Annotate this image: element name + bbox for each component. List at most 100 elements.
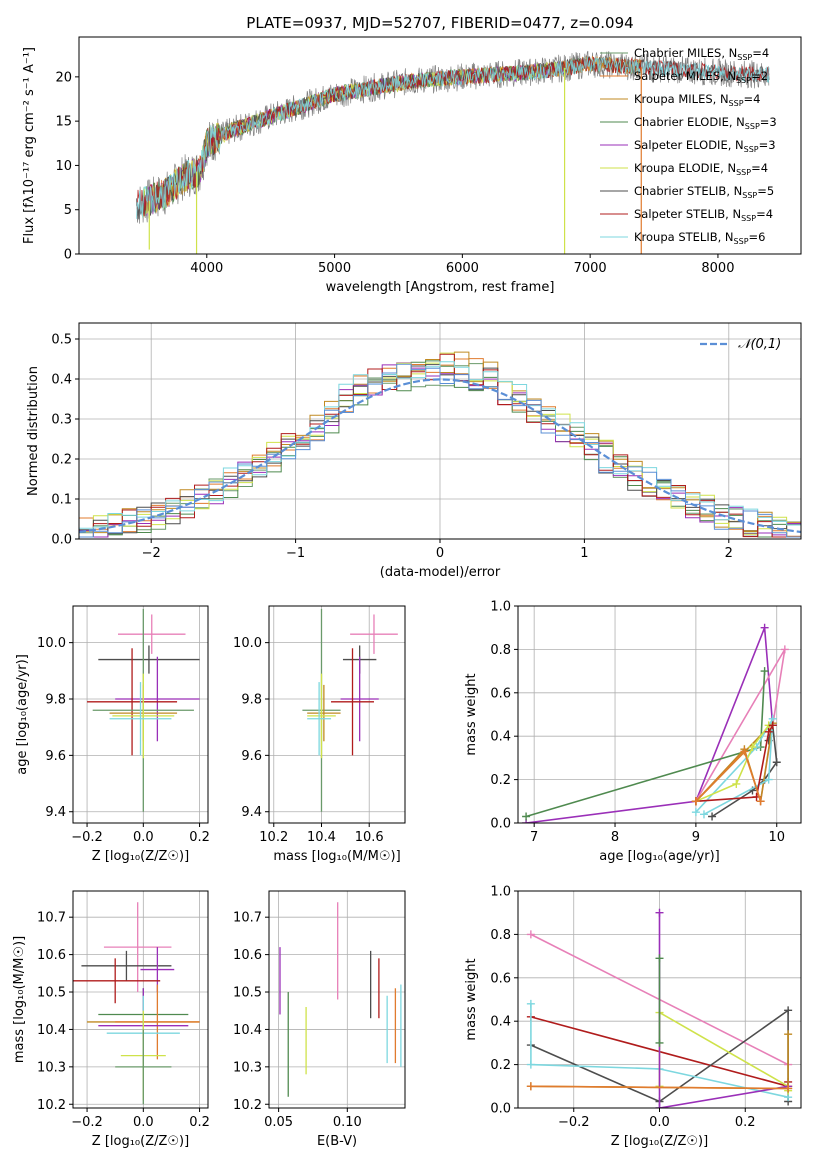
- weight-marker: [756, 797, 765, 806]
- legend-entry: Salpeter MILES, NSSP=2: [634, 69, 768, 85]
- weight-marker: [708, 812, 717, 821]
- x-tick-label: 0.10: [333, 1115, 362, 1130]
- plot-area: [136, 50, 770, 254]
- normal-curve: [79, 378, 801, 534]
- y-tick-label: 0.0: [490, 817, 511, 832]
- legend-sub: SSP: [736, 168, 751, 177]
- x-axis-label: Z [log₁₀(Z/Z☉)]: [92, 1134, 189, 1149]
- legend-entry: Chabrier STELIB, NSSP=5: [634, 184, 774, 200]
- legend-name: Salpeter STELIB, N: [634, 207, 741, 221]
- legend-name: Kroupa STELIB, N: [634, 230, 734, 244]
- weight-marker: [522, 812, 531, 821]
- legend-count: =4: [752, 46, 769, 60]
- y-tick-label: 0.3: [51, 413, 72, 428]
- plot-area: [522, 623, 789, 823]
- panel-mass-age: 10.2 10.4 10.6 9.4 9.6 9.8 10.0 mass [log₁₀(M/M…: [233, 605, 406, 864]
- x-tick-label: 8: [611, 830, 619, 845]
- legend-sub: SSP: [742, 191, 757, 200]
- weight-marker: [655, 1104, 664, 1108]
- legend-sub: SSP: [729, 99, 744, 108]
- panel-age-weight: 7 8 9 10 0.0 0.2 0.4 0.6 0.8 1.0 age [log₁₀(age/yr…: [464, 600, 802, 864]
- weight-marker: [526, 999, 535, 1008]
- y-tick-label: 0: [64, 248, 72, 263]
- weight-marker: [732, 779, 741, 788]
- panel-spectrum: 4000 5000 6000 7000 8000 0 5 10 15 20 wavelength […: [22, 36, 802, 295]
- legend-sub: SSP: [737, 53, 752, 62]
- y-tick-label: 0.8: [490, 643, 511, 658]
- axes-frame: [268, 605, 406, 824]
- x-tick-label: −0.2: [558, 1115, 590, 1130]
- axes-frame: [72, 890, 209, 1109]
- axes-frame: [517, 605, 802, 824]
- model-spectrum-kroupa-stelib: [136, 56, 770, 219]
- legend-name: Chabrier MILES, N: [634, 46, 737, 60]
- legend-count: =4: [756, 207, 773, 221]
- y-axis-label: Flux [fλ10⁻¹⁷ erg cm⁻² s⁻¹ A⁻¹]: [22, 47, 37, 244]
- y-tick-label: 0.2: [490, 1058, 511, 1073]
- weight-marker: [780, 645, 789, 654]
- weight-marker: [526, 1060, 535, 1069]
- histogram-step: [79, 363, 801, 539]
- legend-name: Chabrier STELIB, N: [634, 184, 742, 198]
- x-axis-label: wavelength [Angstrom, rest frame]: [326, 280, 555, 295]
- y-tick-label: 0.0: [490, 1102, 511, 1117]
- x-axis-label: (data-model)/error: [380, 565, 501, 580]
- weight-marker: [699, 810, 708, 819]
- weight-line: [695, 724, 774, 803]
- x-tick-label: 2: [725, 546, 733, 561]
- legend-entry: Kroupa MILES, NSSP=4: [634, 92, 760, 108]
- legend-entry: Chabrier ELODIE, NSSP=3: [634, 115, 777, 131]
- x-axis-label: Z [log₁₀(Z/Z☉)]: [92, 849, 189, 864]
- legend-sub: SSP: [745, 122, 760, 131]
- y-tick-label: 1.0: [490, 885, 511, 900]
- y-tick-label: 9.4: [45, 805, 66, 820]
- y-axis-label: mass [log₁₀(M/M☉)]: [12, 936, 27, 1063]
- y-tick-label: 0.2: [51, 453, 72, 468]
- y-tick-label: 10.6: [233, 948, 262, 963]
- weight-marker: [772, 758, 781, 767]
- x-tick-label: 8000: [701, 261, 734, 276]
- x-tick-label: 0: [436, 546, 444, 561]
- legend-sub: SSP: [736, 76, 751, 85]
- x-tick-label: 0.0: [133, 1115, 154, 1130]
- y-tick-label: 10.7: [233, 911, 262, 926]
- x-tick-label: 10.4: [307, 830, 336, 845]
- y-tick-label: 10.3: [233, 1060, 262, 1075]
- y-tick-label: 5: [64, 203, 72, 218]
- y-tick-label: 10.4: [233, 1023, 262, 1038]
- weight-line: [658, 912, 789, 1108]
- plot-area: [526, 908, 793, 1108]
- x-axis-label: Z [log₁₀(Z/Z☉)]: [611, 1134, 708, 1149]
- y-tick-label: 9.6: [45, 749, 66, 764]
- y-axis-label: mass weight: [464, 673, 479, 755]
- y-tick-label: 20: [55, 70, 72, 85]
- legend-count: =4: [744, 92, 761, 106]
- y-tick-label: 15: [55, 115, 72, 130]
- weight-marker: [764, 727, 773, 736]
- figure-title: PLATE=0937, MJD=52707, FIBERID=0477, z=0…: [246, 14, 633, 32]
- y-tick-label: 9.8: [45, 693, 66, 708]
- x-axis-label: E(B-V): [317, 1134, 357, 1149]
- plot-area: [279, 902, 402, 1097]
- axes-frame: [72, 605, 209, 824]
- weight-marker: [760, 623, 769, 632]
- weight-marker: [784, 1006, 793, 1015]
- y-tick-label: 9.4: [241, 805, 262, 820]
- weight-marker: [764, 775, 773, 784]
- x-tick-label: 10.6: [355, 830, 384, 845]
- x-tick-label: 10: [768, 830, 785, 845]
- x-tick-label: 4000: [190, 261, 223, 276]
- y-tick-label: 10.5: [233, 986, 262, 1001]
- weight-marker: [655, 908, 664, 917]
- legend-sub: SSP: [734, 237, 749, 246]
- y-tick-label: 0.1: [51, 493, 72, 508]
- x-tick-label: 5000: [318, 261, 351, 276]
- legend-count: =6: [749, 230, 766, 244]
- weight-line: [695, 724, 770, 803]
- legend-entry: Chabrier MILES, NSSP=4: [634, 46, 769, 62]
- legend-entry: Salpeter STELIB, NSSP=4: [634, 207, 773, 223]
- x-tick-label: 0.05: [264, 1115, 293, 1130]
- y-tick-label: 0.6: [490, 971, 511, 986]
- x-tick-label: 6000: [446, 261, 479, 276]
